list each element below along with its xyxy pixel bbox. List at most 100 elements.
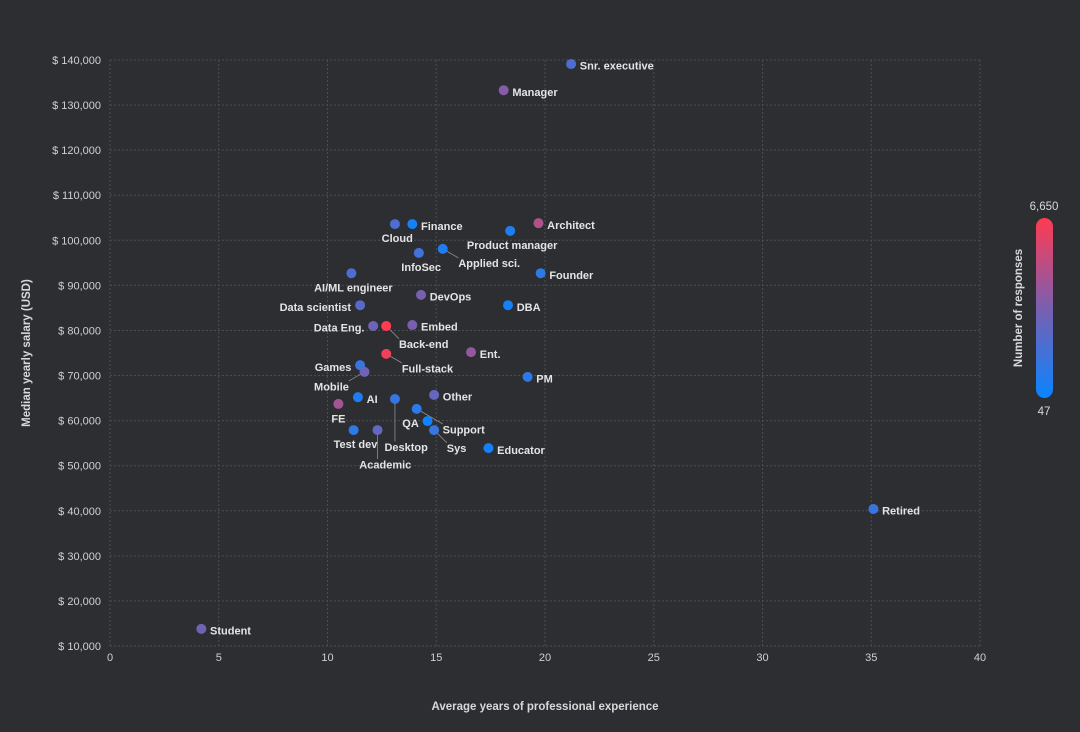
data-point xyxy=(522,371,533,382)
point-label: AI xyxy=(367,394,378,406)
data-point xyxy=(348,425,359,436)
y-tick-label: $ 10,000 xyxy=(58,641,101,653)
x-tick-label: 5 xyxy=(216,652,222,664)
data-point xyxy=(355,300,366,311)
x-tick-label: 40 xyxy=(974,652,986,664)
x-tick-label: 25 xyxy=(648,652,660,664)
y-tick-label: $ 40,000 xyxy=(58,506,101,518)
x-tick-label: 0 xyxy=(107,652,113,664)
data-point xyxy=(416,289,427,300)
data-point xyxy=(346,268,357,279)
y-tick-label: $ 110,000 xyxy=(53,190,101,202)
y-tick-label: $ 120,000 xyxy=(52,145,101,157)
point-label: Other xyxy=(443,392,473,404)
data-point xyxy=(413,247,424,258)
point-label: Back-end xyxy=(399,339,449,351)
point-label: Data Eng. xyxy=(314,323,365,335)
data-point xyxy=(535,268,546,279)
point-label: QA xyxy=(402,418,419,430)
point-label: FE xyxy=(331,413,345,425)
point-label: Cloud xyxy=(382,233,413,245)
data-point xyxy=(368,320,379,331)
data-point xyxy=(359,366,370,377)
point-label: Desktop xyxy=(384,442,428,454)
point-label: Ent. xyxy=(480,349,501,361)
data-point xyxy=(429,389,440,400)
point-label: Games xyxy=(315,362,352,374)
data-point xyxy=(498,85,509,96)
x-tick-label: 30 xyxy=(756,652,768,664)
data-point xyxy=(389,219,400,230)
point-label: InfoSec xyxy=(401,262,441,274)
point-label: Snr. executive xyxy=(580,61,654,73)
data-point xyxy=(196,623,207,634)
point-label: Founder xyxy=(549,270,594,282)
data-point xyxy=(429,425,440,436)
y-axis-label: Median yearly salary (USD) xyxy=(21,279,33,427)
point-labels: Snr. executive Manager Architect Product ma… xyxy=(210,61,920,638)
data-point xyxy=(381,348,392,359)
data-points xyxy=(196,59,879,634)
data-point xyxy=(372,425,383,436)
y-tick-label: $ 60,000 xyxy=(58,416,101,428)
point-label: Academic xyxy=(359,459,411,471)
y-tick-label: $ 70,000 xyxy=(58,371,101,383)
data-point xyxy=(437,243,448,254)
y-tick-label: $ 100,000 xyxy=(52,235,101,247)
x-tick-label: 35 xyxy=(865,652,877,664)
point-label: Data scientist xyxy=(280,302,352,314)
point-label: Product manager xyxy=(467,240,558,252)
data-point xyxy=(505,225,516,236)
x-tick-label: 10 xyxy=(321,652,333,664)
data-point xyxy=(566,59,577,70)
point-label: Retired xyxy=(882,506,920,518)
point-label: Test dev xyxy=(334,439,379,451)
point-label: DBA xyxy=(517,302,541,314)
data-point xyxy=(411,403,422,414)
y-tick-label: $ 20,000 xyxy=(58,596,101,608)
data-point xyxy=(407,219,418,230)
point-label: Student xyxy=(210,626,251,638)
colorbar: 6,650 47 Number of responses xyxy=(1013,201,1058,418)
data-point xyxy=(352,392,363,403)
y-tick-label: $ 50,000 xyxy=(58,461,101,473)
data-point xyxy=(422,416,433,427)
data-point xyxy=(533,218,544,229)
point-label: DevOps xyxy=(430,292,472,304)
point-label: Manager xyxy=(512,87,558,99)
x-tick-label: 15 xyxy=(430,652,442,664)
point-label: Applied sci. xyxy=(458,258,520,270)
data-point xyxy=(333,398,344,409)
colorbar-gradient xyxy=(1036,218,1053,398)
colorbar-min-label: 47 xyxy=(1038,406,1051,418)
y-tick-label: $ 30,000 xyxy=(58,551,101,563)
colorbar-max-label: 6,650 xyxy=(1030,201,1059,213)
point-label: Architect xyxy=(547,220,595,232)
data-point xyxy=(381,320,392,331)
data-point xyxy=(868,503,879,514)
data-point xyxy=(503,300,514,311)
point-label: Educator xyxy=(497,445,545,457)
grid xyxy=(109,59,981,647)
point-label: Finance xyxy=(421,221,463,233)
point-label: AI/ML engineer xyxy=(314,282,393,294)
point-label: Embed xyxy=(421,322,458,334)
data-point xyxy=(466,347,477,358)
y-axis-ticks: $ 10,000 $ 20,000 $ 30,000 $ 40,000 $ 50,000… xyxy=(52,55,101,653)
data-point xyxy=(483,443,494,454)
point-label: Full-stack xyxy=(402,363,454,375)
colorbar-title: Number of responses xyxy=(1013,249,1025,367)
label-leader-line xyxy=(416,408,443,425)
data-point xyxy=(407,320,418,331)
y-tick-label: $ 90,000 xyxy=(58,280,101,292)
x-axis-label: Average years of professional experience xyxy=(431,701,658,713)
y-tick-label: $ 80,000 xyxy=(58,325,101,337)
point-label: Support xyxy=(443,424,485,436)
y-tick-label: $ 130,000 xyxy=(52,100,101,112)
point-label: PM xyxy=(536,374,553,386)
point-label: Mobile xyxy=(314,381,349,393)
x-tick-label: 20 xyxy=(539,652,551,664)
data-point xyxy=(389,393,400,404)
point-label: Sys xyxy=(447,443,467,455)
